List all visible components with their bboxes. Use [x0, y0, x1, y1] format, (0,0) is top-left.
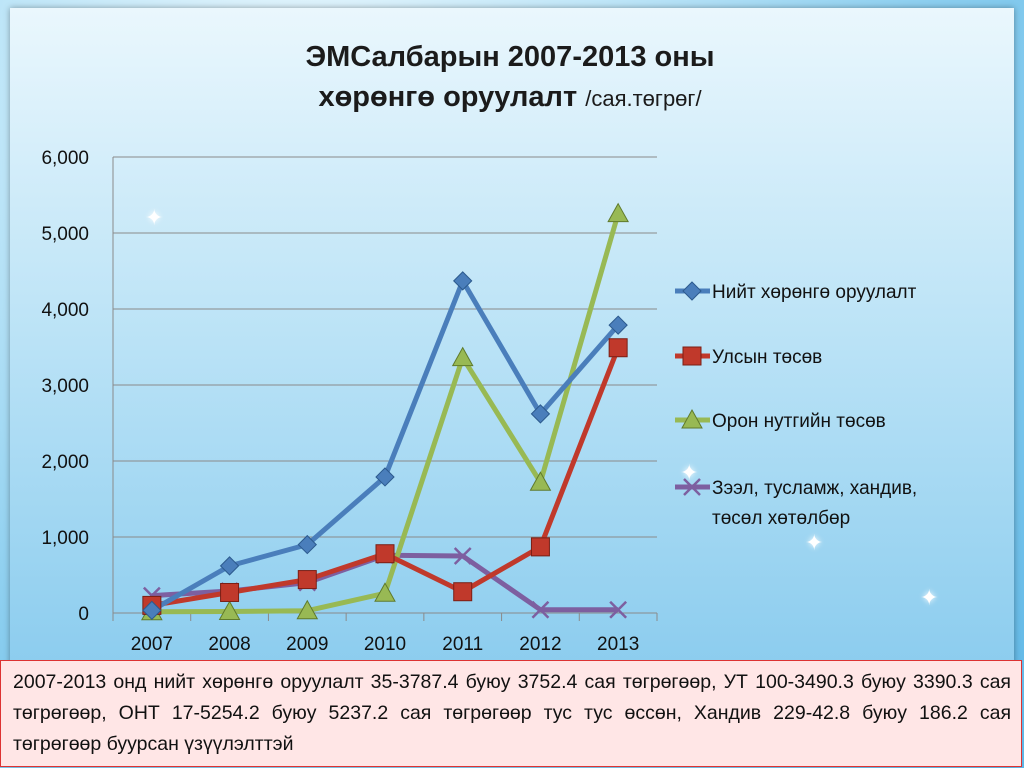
y-tick-label: 2,000 [41, 452, 89, 473]
chart-title-main: хөрөнгө оруулалт [318, 81, 578, 113]
gridlines [112, 156, 658, 621]
chart-title-line2: хөрөнгө оруулалт /сая.төгрөг/ [140, 78, 880, 118]
y-tick-label: 5,000 [41, 224, 89, 245]
legend-label: Улсын төсөв [712, 347, 822, 368]
y-tick-label: 1,000 [41, 528, 89, 549]
sparkle-decoration: ✦ [805, 530, 824, 555]
legend-marker [682, 346, 702, 366]
chart-title-line1: ЭМСалбарын 2007-2013 оны [305, 41, 715, 73]
x-tick-label: 2012 [519, 634, 561, 655]
data-point [453, 582, 473, 602]
data-point [297, 570, 317, 590]
data-point [375, 467, 395, 487]
x-tick-label: 2009 [286, 634, 328, 655]
data-point [218, 600, 241, 620]
data-point [529, 471, 552, 491]
data-point [375, 544, 395, 564]
x-tick-label: 2008 [208, 634, 250, 655]
y-tick-label: 4,000 [41, 300, 89, 321]
data-point [220, 582, 240, 602]
x-axis-ticks: 2007 2008 2009 2010 2011 2012 2013 [131, 634, 640, 655]
legend-marker [682, 281, 702, 301]
legend-label: Зээл, тусламж, хандив, төсөл хөтөлбөр [712, 478, 917, 529]
x-tick-label: 2010 [364, 634, 406, 655]
slide-background [10, 8, 1014, 764]
x-tick-label: 2011 [442, 634, 483, 655]
legend: Нийт хөрөнгө оруулалт Улсын төсөв Орон нут… [675, 281, 917, 529]
data-point [374, 582, 396, 602]
data-point [296, 599, 319, 620]
chart-title-unit: /сая.төгрөг/ [585, 86, 702, 111]
data-point [219, 556, 240, 576]
y-tick-label: 0 [78, 604, 89, 625]
data-point [530, 404, 551, 424]
legend-marker [681, 408, 703, 429]
x-tick-label: 2013 [597, 634, 639, 655]
data-point [451, 346, 474, 367]
legend-marker [683, 478, 701, 496]
data-point [453, 547, 472, 565]
data-point [530, 537, 550, 557]
sparkle-decoration: ✦ [920, 585, 939, 610]
data-point [608, 338, 628, 358]
series-lines [141, 202, 629, 621]
data-point [609, 600, 628, 619]
data-point [607, 202, 629, 223]
data-point [531, 600, 550, 619]
sparkle-decoration: ✦ [145, 205, 164, 230]
legend-label: Нийт хөрөнгө оруулалт [712, 282, 917, 303]
legend-label: Орон нутгийн төсөв [712, 411, 886, 432]
y-tick-label: 6,000 [41, 148, 89, 169]
data-point [608, 315, 628, 335]
data-point [142, 600, 162, 621]
summary-note: 2007-2013 онд нийт хөрөнгө оруулалт 35-3… [0, 660, 1022, 767]
data-point [297, 534, 317, 555]
data-point [453, 271, 473, 291]
x-tick-label: 2007 [131, 634, 173, 655]
y-tick-label: 3,000 [41, 376, 89, 397]
y-axis-ticks: 0 1,000 2,000 3,000 4,000 5,000 6,000 [41, 148, 89, 625]
